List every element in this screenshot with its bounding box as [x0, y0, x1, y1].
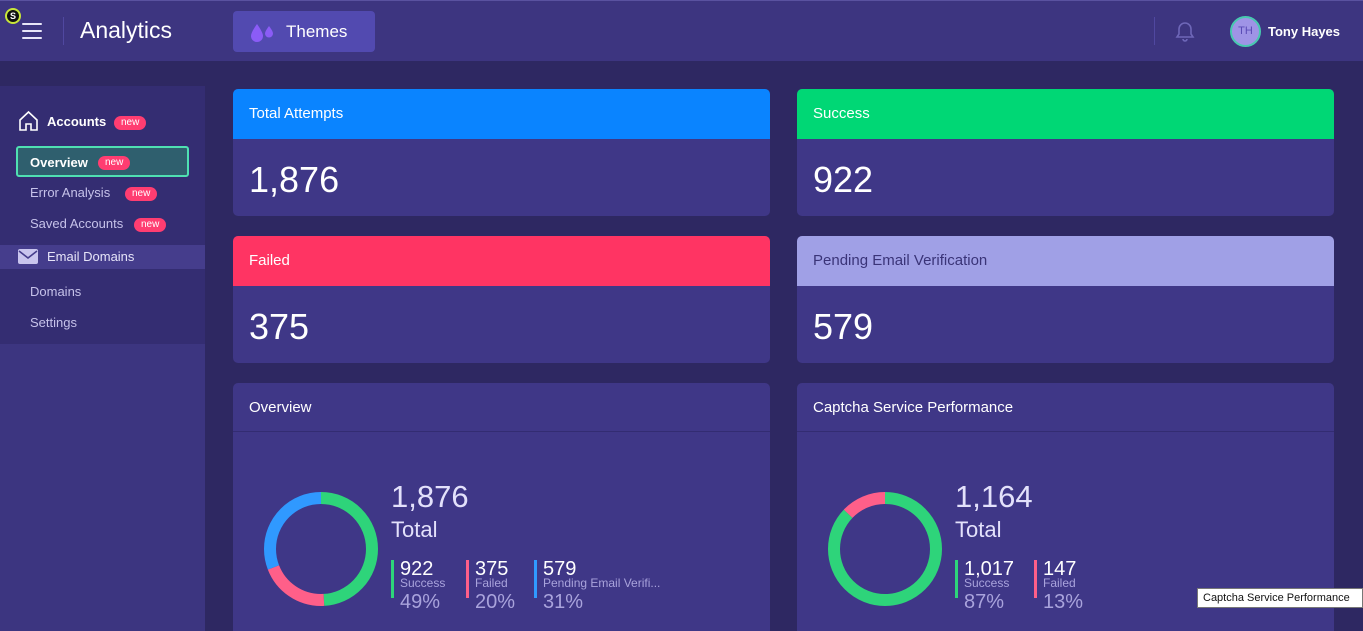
home-icon — [19, 110, 38, 131]
legend-percent: 49% — [400, 591, 441, 613]
extension-badge[interactable]: S — [5, 8, 21, 24]
envelope-icon — [18, 249, 38, 264]
overview-total: 1,876 — [391, 479, 469, 514]
sidebar-item-domains[interactable]: Domains — [30, 284, 82, 299]
legend-percent: 20% — [475, 591, 516, 613]
failed-card-header: Failed — [233, 236, 770, 286]
sidebar-item-error-analysis[interactable]: Error Analysis new — [0, 185, 205, 205]
legend-name: Pending Email Verifi... — [543, 576, 661, 590]
sidebar-item-saved-accounts-label: Saved Accounts — [30, 216, 124, 231]
captcha-total-label: Total — [955, 517, 1002, 542]
legend-name: Success — [964, 576, 1010, 590]
legend-value: 1,017 — [964, 558, 1015, 580]
success-card-header: Success — [797, 89, 1334, 139]
legend-color-bar — [466, 560, 469, 598]
legend-value: 579 — [543, 558, 577, 580]
legend-value: 147 — [1043, 558, 1077, 580]
card-divider — [797, 431, 1334, 432]
donut-segment — [264, 492, 378, 606]
card-title: Pending Email Verification — [813, 252, 988, 269]
legend-name: Failed — [1043, 576, 1076, 590]
pending-value: 579 — [813, 306, 874, 347]
legend-item: 1,017 Success 87% — [955, 558, 1095, 613]
total-attempts-card: Total Attempts 1,876 — [233, 89, 770, 216]
sidebar: Accounts new Overview new Error Analysis… — [0, 86, 205, 631]
overview-total-label: Total — [391, 517, 438, 542]
sidebar-item-error-analysis-label: Error Analysis — [30, 185, 111, 200]
sidebar-item-overview[interactable]: Overview new — [16, 146, 189, 177]
user-name[interactable]: Tony Hayes — [1268, 24, 1341, 39]
header-divider — [63, 17, 64, 45]
new-badge: new — [134, 218, 167, 232]
total-attempts-value: 1,876 — [249, 159, 340, 200]
total-attempts-card-header: Total Attempts — [233, 89, 770, 139]
captcha-total: 1,164 — [955, 479, 1033, 514]
captcha-donut-chart — [828, 492, 942, 606]
legend-item: 147 Failed 13% — [1034, 558, 1174, 613]
failed-card: Failed 375 — [233, 236, 770, 363]
legend-color-bar — [534, 560, 537, 598]
sidebar-menu: Accounts new Overview new Error Analysis… — [0, 86, 205, 344]
sidebar-item-saved-accounts[interactable]: Saved Accounts new — [0, 216, 205, 236]
legend-item: 579 Pending Email Verifi... 31% — [534, 558, 674, 613]
captcha-card-header: Captcha Service Performance — [797, 383, 1334, 433]
legend-color-bar — [955, 560, 958, 598]
header-divider-right — [1154, 17, 1155, 45]
new-badge: new — [98, 156, 131, 170]
new-badge: new — [125, 187, 158, 201]
avatar[interactable]: TH — [1230, 16, 1261, 47]
success-value: 922 — [813, 159, 874, 200]
card-title: Success — [813, 105, 870, 122]
pending-card: Pending Email Verification 579 — [797, 236, 1334, 363]
legend-color-bar — [391, 560, 394, 598]
pending-card-header: Pending Email Verification — [797, 236, 1334, 286]
overview-donut-chart — [264, 492, 378, 606]
legend-name: Success — [400, 576, 446, 590]
legend-percent: 13% — [1043, 591, 1084, 613]
sidebar-item-email-domains-label: Email Domains — [47, 249, 135, 264]
legend-color-bar — [1034, 560, 1037, 598]
legend-item: 375 Failed 20% — [466, 558, 606, 613]
card-title: Captcha Service Performance — [813, 399, 1014, 416]
top-header: S Analytics Themes TH Tony Hayes — [0, 0, 1363, 61]
card-title: Total Attempts — [249, 105, 344, 122]
themes-button[interactable]: Themes — [233, 11, 375, 52]
new-badge: new — [114, 116, 147, 130]
droplets-icon — [251, 24, 273, 42]
failed-value: 375 — [249, 306, 310, 347]
donut-segment — [828, 492, 942, 606]
sidebar-item-accounts[interactable]: Accounts new — [0, 110, 205, 140]
legend-value: 375 — [475, 558, 509, 580]
themes-label: Themes — [286, 22, 348, 41]
sidebar-item-settings[interactable]: Settings — [30, 315, 77, 330]
sidebar-item-email-domains[interactable]: Email Domains — [0, 245, 205, 269]
success-card: Success 922 — [797, 89, 1334, 216]
overview-card-header: Overview — [233, 383, 770, 433]
legend-percent: 87% — [964, 591, 1005, 613]
donut-segment — [264, 492, 378, 606]
legend-percent: 31% — [543, 591, 584, 613]
sidebar-item-overview-label: Overview — [30, 155, 88, 170]
legend-item: 922 Success 49% — [391, 558, 531, 613]
tooltip: Captcha Service Performance — [1197, 588, 1363, 608]
legend-value: 922 — [400, 558, 434, 580]
legend-name: Failed — [475, 576, 508, 590]
bell-icon[interactable] — [1175, 21, 1195, 43]
app-title: Analytics — [80, 17, 173, 43]
card-divider — [233, 431, 770, 432]
overview-card: Overview 1,876 Total 922 Success 49% 375 Fai… — [233, 383, 770, 631]
menu-toggle-icon[interactable] — [22, 23, 42, 39]
card-title: Overview — [249, 399, 312, 416]
sidebar-item-accounts-label: Accounts — [47, 114, 107, 129]
card-title: Failed — [249, 252, 290, 269]
